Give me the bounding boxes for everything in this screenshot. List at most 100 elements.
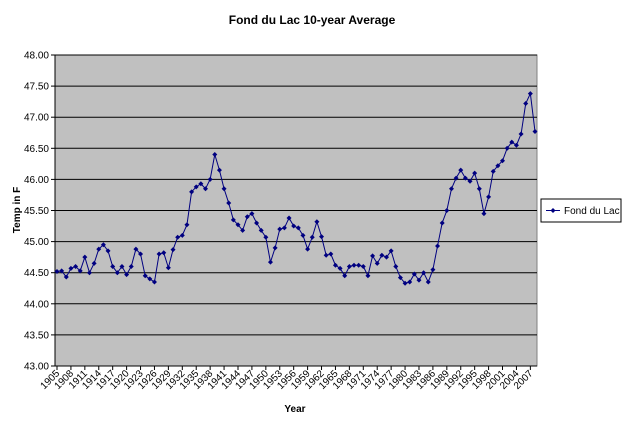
point	[175, 234, 181, 240]
point	[430, 267, 436, 273]
point	[184, 222, 190, 228]
point	[203, 186, 209, 192]
point	[235, 222, 241, 228]
chart-title: Fond du Lac 10-year Average	[229, 13, 396, 27]
point	[421, 270, 427, 276]
point	[416, 277, 422, 283]
point	[481, 211, 487, 217]
point	[337, 265, 343, 271]
point	[73, 263, 79, 269]
y-tick-label: 47.00	[24, 113, 49, 124]
point	[156, 251, 162, 257]
point	[291, 223, 297, 229]
point	[281, 225, 287, 231]
y-tick-label: 43.50	[24, 330, 49, 341]
point	[397, 275, 403, 281]
y-tick-label: 48.00	[24, 51, 49, 62]
point	[161, 250, 167, 256]
point	[467, 178, 473, 184]
point	[365, 273, 371, 279]
point	[272, 245, 278, 251]
point	[476, 186, 482, 192]
point	[189, 189, 195, 195]
point	[523, 101, 529, 107]
point	[68, 265, 74, 271]
point	[527, 91, 533, 97]
point	[86, 270, 92, 276]
point	[342, 273, 348, 279]
y-axis-title: Temp in F	[12, 187, 23, 233]
point	[323, 252, 329, 258]
point	[226, 200, 232, 206]
point	[486, 194, 492, 200]
point	[165, 265, 171, 271]
point	[309, 234, 315, 240]
point	[346, 263, 352, 269]
point	[63, 274, 69, 280]
legend-marker	[550, 208, 556, 213]
point	[170, 247, 176, 253]
point	[453, 175, 459, 181]
point	[193, 184, 199, 190]
y-tick-label: 47.50	[24, 82, 49, 93]
point	[124, 272, 130, 278]
point	[351, 262, 357, 268]
point	[495, 163, 501, 169]
point	[142, 273, 148, 279]
y-tick-label: 43.00	[24, 362, 49, 373]
point	[300, 232, 306, 238]
legend-box	[540, 198, 622, 223]
y-tick-label: 46.50	[24, 144, 49, 155]
point	[407, 279, 413, 285]
point	[230, 217, 236, 223]
point	[379, 252, 385, 258]
point	[138, 251, 144, 257]
point	[119, 263, 125, 269]
point	[383, 254, 389, 260]
x-axis-title: Year	[284, 404, 305, 415]
point	[458, 167, 464, 173]
point	[244, 214, 250, 220]
y-tick-label: 46.00	[24, 175, 49, 186]
point	[216, 167, 222, 173]
point	[100, 242, 106, 248]
point	[411, 271, 417, 277]
point	[96, 246, 102, 252]
point	[393, 263, 399, 269]
point	[110, 263, 116, 269]
point	[147, 276, 153, 282]
point	[133, 246, 139, 252]
point	[532, 129, 538, 135]
point	[328, 251, 334, 257]
point	[435, 243, 441, 249]
point	[128, 263, 134, 269]
y-tick-label: 44.00	[24, 299, 49, 310]
point	[425, 279, 431, 285]
point	[263, 234, 269, 240]
legend-label: Fond du Lac	[564, 206, 620, 217]
point	[439, 220, 445, 226]
point	[319, 234, 325, 240]
point	[356, 262, 362, 268]
point	[254, 220, 260, 226]
point	[513, 142, 519, 148]
point	[179, 232, 185, 238]
point	[258, 227, 264, 233]
point	[295, 225, 301, 231]
point	[462, 175, 468, 181]
point	[360, 263, 366, 269]
point	[198, 181, 204, 187]
point	[91, 260, 97, 266]
point	[249, 211, 255, 217]
point	[82, 254, 88, 260]
point	[207, 176, 213, 182]
y-tick-label: 45.50	[24, 206, 49, 217]
point	[370, 253, 376, 259]
y-tick-label: 45.00	[24, 237, 49, 248]
point	[212, 152, 218, 158]
point	[305, 246, 311, 252]
point	[286, 215, 292, 221]
point	[114, 270, 120, 276]
point	[444, 208, 450, 213]
